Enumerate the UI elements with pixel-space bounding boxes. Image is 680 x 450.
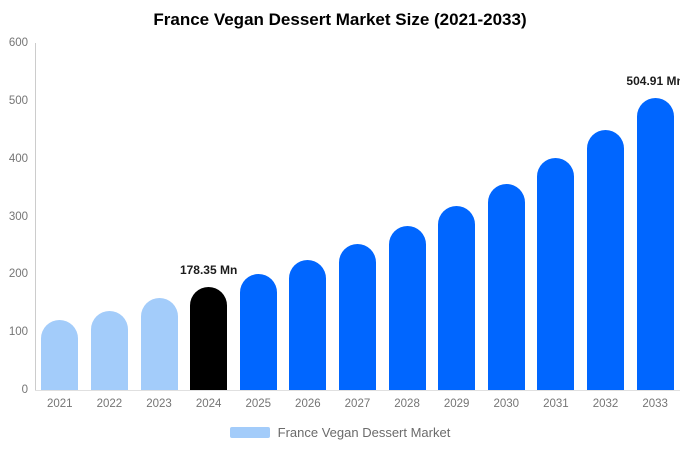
y-tick-label: 100 xyxy=(8,326,28,339)
x-tick-label-2025: 2025 xyxy=(245,398,272,410)
bar-slot-2031 xyxy=(531,43,581,390)
bar-2031[interactable] xyxy=(537,158,575,390)
x-tick-label-2032: 2032 xyxy=(592,398,619,410)
bar-2022[interactable] xyxy=(90,310,128,390)
x-axis-labels: 2021 2022 2023 2024 2025 2026 2027 2028 2029 2030… xyxy=(35,398,680,410)
y-tick-label: 400 xyxy=(8,152,28,165)
bar-2030[interactable] xyxy=(487,183,525,390)
legend-label: France Vegan Dessert Market xyxy=(277,425,451,440)
x-tick-label-2029: 2029 xyxy=(443,398,470,410)
x-tick-label-2026: 2026 xyxy=(295,398,321,410)
y-tick-label: 200 xyxy=(8,268,28,281)
legend[interactable]: France Vegan Dessert Market xyxy=(0,425,680,440)
bar-slot-2029 xyxy=(432,43,482,390)
legend-swatch xyxy=(229,427,270,438)
x-tick-label-2027: 2027 xyxy=(344,398,371,410)
bar-2026[interactable] xyxy=(289,260,327,390)
x-tick-label-2033: 2033 xyxy=(642,398,668,410)
bar-2024[interactable] xyxy=(190,286,228,390)
bar-2027[interactable] xyxy=(338,244,376,390)
x-tick-label-2028: 2028 xyxy=(394,398,420,410)
chart-title: France Vegan Dessert Market Size (2021-2… xyxy=(153,10,527,29)
y-axis-line xyxy=(35,43,36,391)
x-tick-label-2022: 2022 xyxy=(96,398,123,410)
bar-2029[interactable] xyxy=(438,206,476,390)
x-tick-label-2024: 2024 xyxy=(195,398,222,410)
bar-2032[interactable] xyxy=(587,129,624,390)
x-tick-label-2031: 2031 xyxy=(543,398,569,410)
bars-layer: 178.35 Mn 504.91 Mn xyxy=(35,43,680,390)
bar-slot-2025 xyxy=(233,43,283,390)
bar-2033[interactable] xyxy=(636,98,674,390)
y-tick-label: 0 xyxy=(21,384,28,396)
y-tick-label: 300 xyxy=(8,210,28,223)
bar-slot-2024: 178.35 Mn xyxy=(180,43,237,390)
bar-slot-2022 xyxy=(85,43,135,390)
bar-2025[interactable] xyxy=(239,274,277,390)
bar-slot-2032 xyxy=(581,43,631,390)
bar-slot-2033: 504.91 Mn xyxy=(626,43,680,390)
x-tick-label-2023: 2023 xyxy=(146,398,172,410)
x-axis-baseline xyxy=(35,390,680,391)
bar-value-label-2033: 504.91 Mn xyxy=(626,74,680,88)
bar-2021[interactable] xyxy=(41,319,79,390)
bar-slot-2026 xyxy=(283,43,333,390)
bar-slot-2028 xyxy=(382,43,432,390)
y-tick-label: 500 xyxy=(8,94,28,107)
bar-slot-2030 xyxy=(481,43,531,390)
bar-value-label-2024: 178.35 Mn xyxy=(179,262,238,277)
x-tick-label-2021: 2021 xyxy=(47,398,73,410)
y-tick-label: 600 xyxy=(8,37,28,49)
bar-slot-2023 xyxy=(134,43,184,390)
bar-2023[interactable] xyxy=(140,298,178,390)
y-axis-labels: 0 100 200 300 400 500 600 xyxy=(0,0,28,450)
bar-slot-2021 xyxy=(35,43,85,390)
x-tick-label-2030: 2030 xyxy=(493,398,520,410)
bar-slot-2027 xyxy=(333,43,383,390)
bar-2028[interactable] xyxy=(388,226,426,390)
